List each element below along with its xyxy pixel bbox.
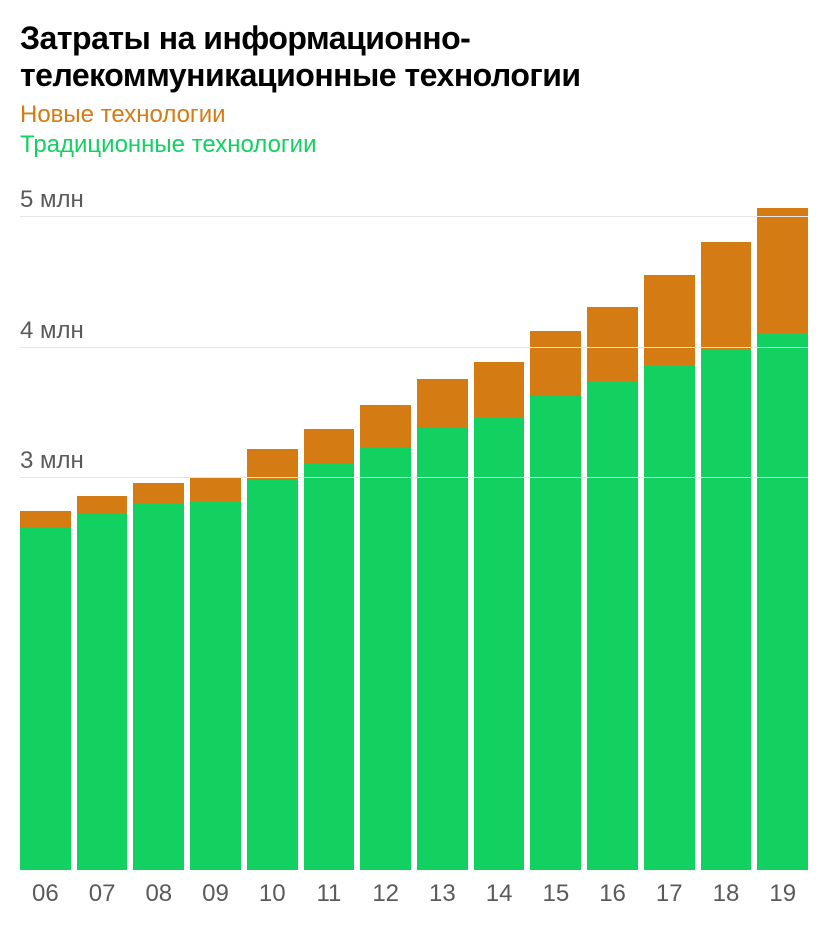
bar-column [304, 190, 355, 870]
y-tick-label: 5 млн [20, 186, 84, 216]
x-axis: 0607080910111213141516171819 [20, 870, 808, 908]
x-tick-label: 08 [133, 870, 184, 908]
bar-segment-traditional [701, 349, 752, 869]
gridline [20, 216, 808, 217]
bar-segment-traditional [20, 527, 71, 870]
bar-segment-new [587, 307, 638, 380]
bar-column [530, 190, 581, 870]
bar-segment-new [133, 483, 184, 504]
bar-segment-new [530, 331, 581, 396]
chart-container: Затраты на информационно-телекоммуникаци… [0, 0, 828, 952]
x-tick-label: 07 [77, 870, 128, 908]
bar-column [644, 190, 695, 870]
x-tick-label: 14 [474, 870, 525, 908]
bar-segment-new [757, 208, 808, 334]
bar-column [360, 190, 411, 870]
x-tick-label: 06 [20, 870, 71, 908]
bar-segment-new [304, 429, 355, 464]
x-tick-label: 09 [190, 870, 241, 908]
bar-segment-new [20, 511, 71, 527]
bar-segment-new [247, 449, 298, 480]
chart-plot-wrapper: 3 млн4 млн5 млн 060708091011121314151617… [20, 190, 808, 910]
bar-segment-traditional [304, 464, 355, 869]
bar-segment-new [701, 242, 752, 349]
bar-segment-traditional [587, 381, 638, 870]
x-tick-label: 19 [757, 870, 808, 908]
bar-column [77, 190, 128, 870]
x-tick-label: 16 [587, 870, 638, 908]
x-tick-label: 12 [360, 870, 411, 908]
bar-column [247, 190, 298, 870]
bar-segment-new [190, 477, 241, 501]
bar-segment-traditional [77, 514, 128, 870]
gridline [20, 347, 808, 348]
bar-column [20, 190, 71, 870]
bar-column [587, 190, 638, 870]
bar-column [133, 190, 184, 870]
bar-segment-traditional [360, 447, 411, 869]
bar-segment-new [644, 275, 695, 367]
x-tick-label: 10 [247, 870, 298, 908]
chart-title: Затраты на информационно-телекоммуникаци… [20, 20, 808, 94]
bar-segment-traditional [530, 396, 581, 869]
bar-segment-traditional [190, 501, 241, 870]
bar-segment-new [474, 362, 525, 417]
x-tick-label: 13 [417, 870, 468, 908]
bar-segment-new [77, 496, 128, 514]
y-tick-label: 3 млн [20, 447, 84, 477]
bar-segment-traditional [247, 480, 298, 870]
bar-segment-traditional [417, 428, 468, 870]
legend-item-traditional-tech: Традиционные технологии [20, 130, 808, 160]
bars-group [20, 190, 808, 870]
bar-column [701, 190, 752, 870]
bar-segment-traditional [133, 503, 184, 869]
bar-column [474, 190, 525, 870]
legend-item-new-tech: Новые технологии [20, 100, 808, 130]
bar-column [190, 190, 241, 870]
bar-segment-new [417, 379, 468, 427]
bar-column [417, 190, 468, 870]
x-tick-label: 18 [701, 870, 752, 908]
bar-segment-traditional [474, 417, 525, 869]
chart-plot: 3 млн4 млн5 млн [20, 190, 808, 870]
bar-segment-new [360, 405, 411, 447]
x-tick-label: 11 [304, 870, 355, 908]
x-tick-label: 15 [530, 870, 581, 908]
x-tick-label: 17 [644, 870, 695, 908]
gridline [20, 477, 808, 478]
bar-segment-traditional [644, 366, 695, 869]
legend: Новые технологии Традиционные технологии [20, 100, 808, 160]
bar-segment-traditional [757, 333, 808, 869]
bar-column [757, 190, 808, 870]
y-tick-label: 4 млн [20, 317, 84, 347]
